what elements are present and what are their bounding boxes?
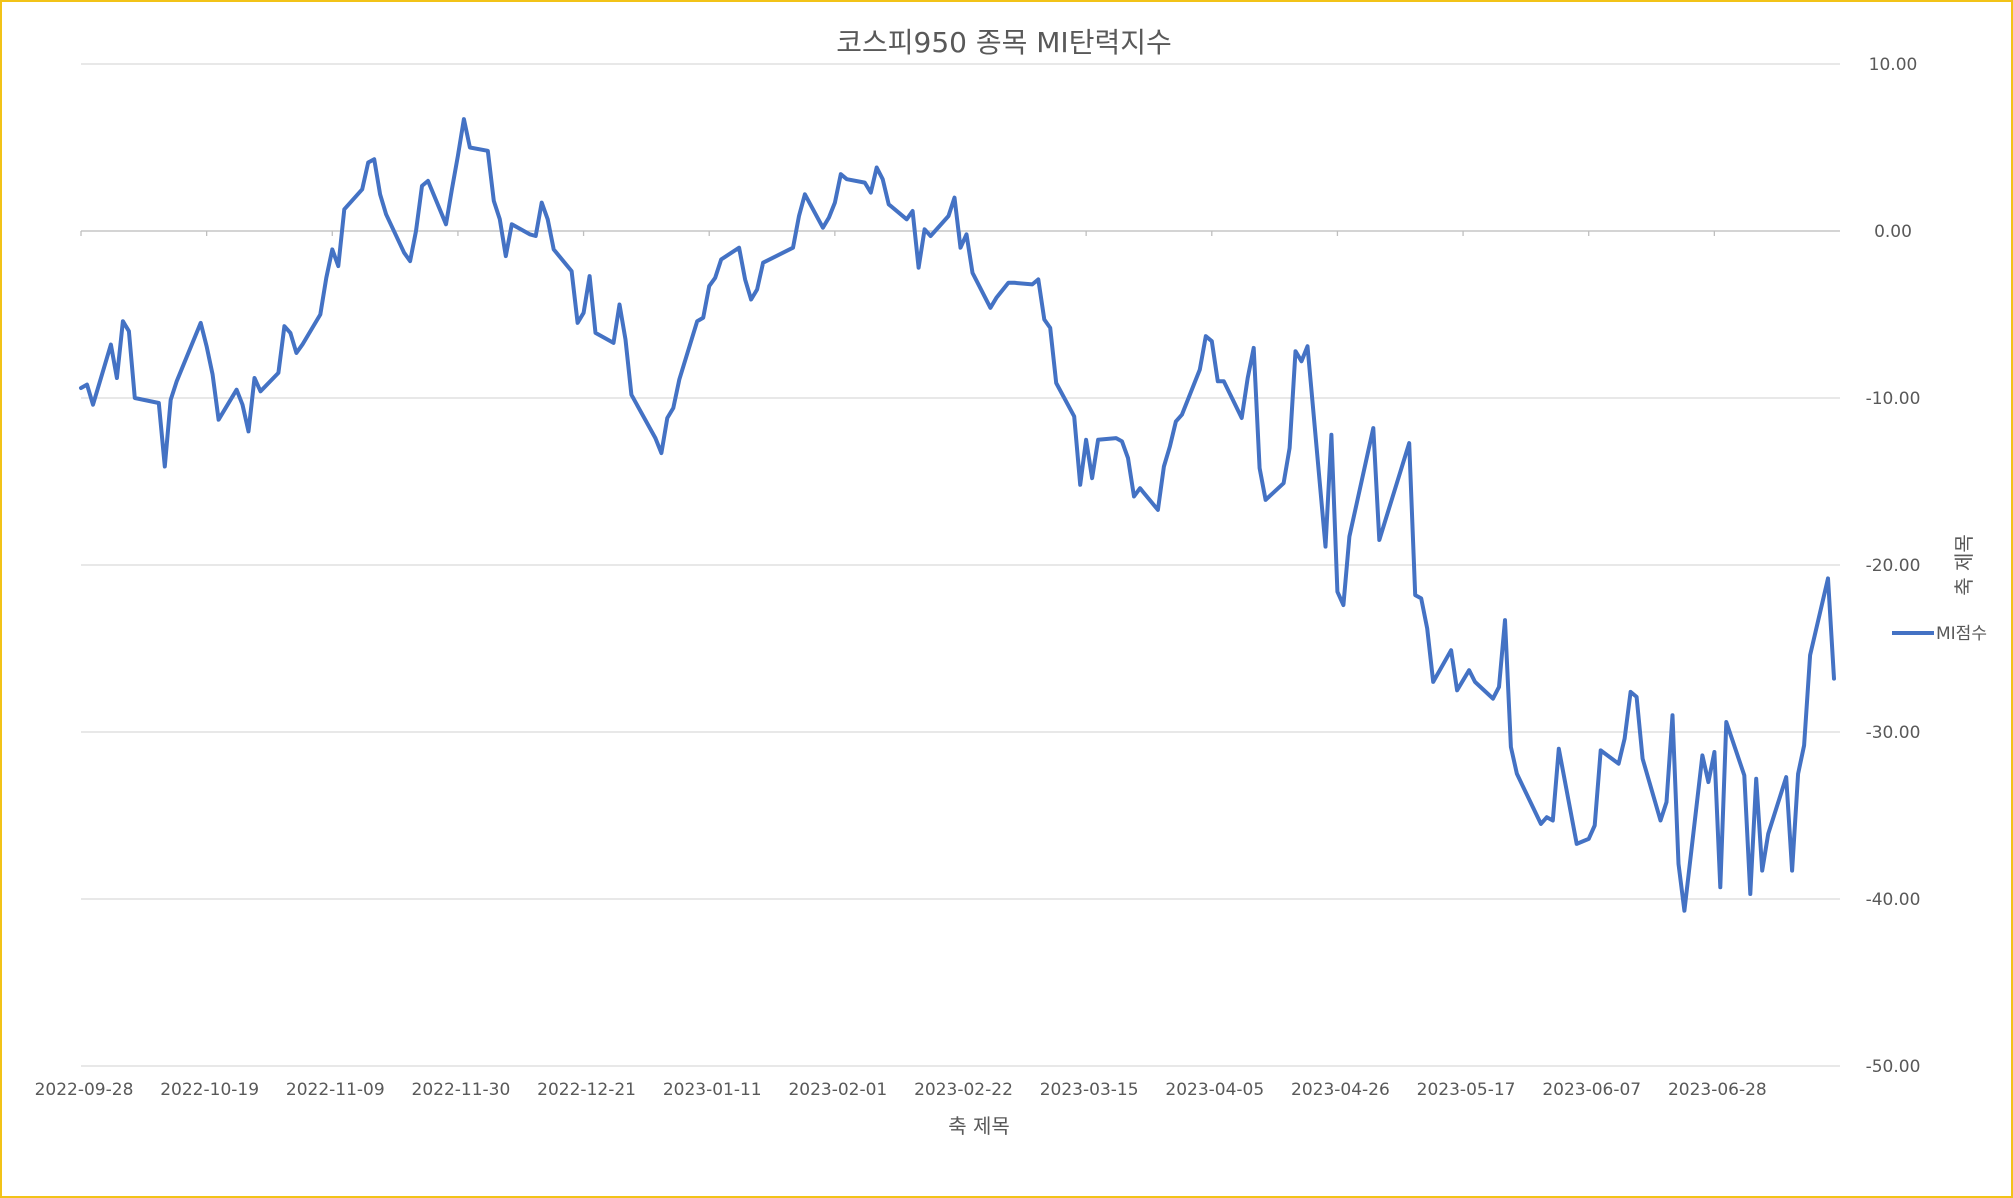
y-tick-label: -30.00 bbox=[1866, 723, 1921, 743]
x-tick-label: 2023-04-05 bbox=[1165, 1080, 1264, 1100]
x-tick-label: 2023-05-17 bbox=[1417, 1080, 1516, 1100]
x-tick-label: 2022-11-30 bbox=[412, 1080, 511, 1100]
x-tick-label: 2023-06-07 bbox=[1542, 1080, 1641, 1100]
y-axis-title: 축 제목 bbox=[1952, 534, 1976, 596]
y-tick-label: -50.00 bbox=[1866, 1057, 1921, 1077]
y-axis: 10.00 0.00 -10.00 -20.00 -30.00 -40.00 -50.00 bbox=[1866, 55, 1921, 1077]
x-axis-title: 축 제목 bbox=[948, 1114, 1010, 1138]
series-line-mi-score bbox=[79, 117, 1836, 913]
x-tick-label: 2023-03-15 bbox=[1040, 1080, 1139, 1100]
chart-title: 코스피950 종목 MI탄력지수 bbox=[836, 26, 1172, 59]
x-axis: 2022-09-28 2022-10-19 2022-11-09 2022-11-30… bbox=[35, 230, 1840, 1100]
y-tick-label: -40.00 bbox=[1866, 890, 1921, 910]
y-tick-label: -20.00 bbox=[1866, 556, 1921, 576]
x-tick-label: 2023-02-01 bbox=[788, 1080, 887, 1100]
x-tick-label: 2023-04-26 bbox=[1291, 1080, 1390, 1100]
x-tick-label: 2022-09-28 bbox=[35, 1080, 134, 1100]
series-layer bbox=[79, 117, 1836, 913]
x-tick-label: 2022-12-21 bbox=[537, 1080, 636, 1100]
legend: MI점수 bbox=[1892, 624, 1987, 644]
legend-label: MI점수 bbox=[1936, 624, 1987, 644]
y-tick-label: 10.00 bbox=[1869, 55, 1918, 75]
y-tick-label: 0.00 bbox=[1874, 222, 1912, 242]
x-tick-label: 2022-10-19 bbox=[160, 1080, 259, 1100]
x-tick-label: 2023-01-11 bbox=[663, 1080, 762, 1100]
x-tick-label: 2023-02-22 bbox=[914, 1080, 1013, 1100]
x-tick-label: 2022-11-09 bbox=[286, 1080, 385, 1100]
y-tick-label: -10.00 bbox=[1866, 389, 1921, 409]
x-tick-label: 2023-06-28 bbox=[1668, 1080, 1767, 1100]
